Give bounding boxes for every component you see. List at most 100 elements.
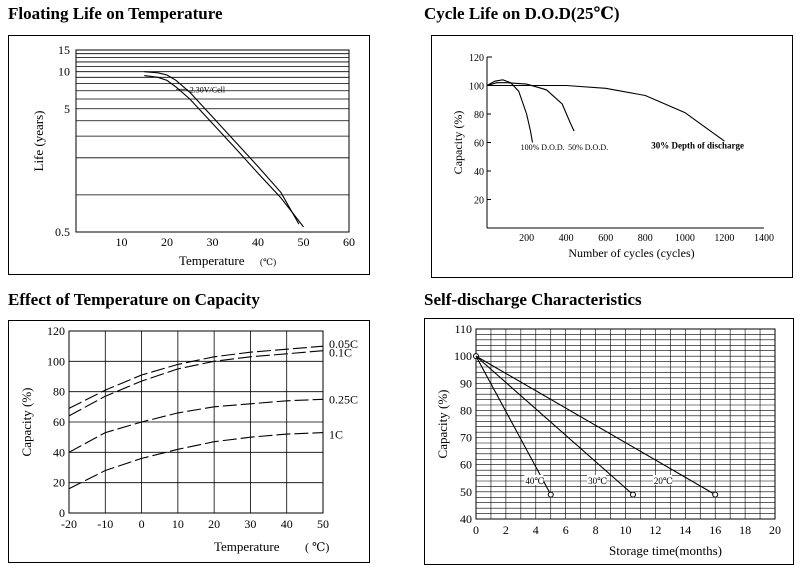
life-curve	[144, 75, 304, 228]
cycle-life-title: Cycle Life on D.O.D(25℃)	[424, 4, 620, 23]
discharge-line	[475, 355, 716, 496]
series-label: 50% D.O.D.	[568, 143, 608, 152]
capacity-curve	[68, 345, 324, 409]
capacity-curve	[68, 432, 324, 490]
x-tick-label: 10	[620, 523, 632, 537]
self-discharge-title: Self-discharge Characteristics	[424, 290, 642, 309]
x-tick-label: 20	[161, 235, 173, 249]
temperature-capacity-title: Effect of Temperature on Capacity	[8, 290, 260, 309]
y-tick-label: 20	[474, 196, 484, 207]
x-tick-label: 12	[649, 523, 661, 537]
y-tick-label: 60	[474, 139, 484, 150]
dod-curve	[486, 82, 575, 132]
x-axis-label: Number of cycles (cycles)	[568, 246, 694, 260]
y-tick-label: 80	[474, 110, 484, 121]
series-label: 30℃	[588, 476, 607, 486]
x-tick-label: 0	[473, 523, 479, 537]
x-axis-unit: (℃)	[260, 257, 276, 267]
y-axis-label: Capacity (%)	[435, 390, 450, 459]
x-tick-label: 10	[116, 235, 128, 249]
series-label-bg	[652, 475, 672, 485]
y-tick-label: 80	[53, 385, 65, 399]
x-axis-label: Temperature	[179, 253, 245, 268]
y-tick-label: 90	[460, 376, 472, 390]
y-tick-label: 20	[53, 476, 65, 490]
y-axis-label: Life (years)	[31, 111, 46, 172]
series-label: 0.25C	[329, 392, 358, 406]
capacity-curve	[68, 398, 324, 453]
temperature-capacity-panel: 0 20 40 60 80 100 120 -20 -10 0 10 20 30 40 50 0.05C 0.1…	[8, 320, 370, 563]
life-curve	[144, 71, 300, 225]
y-tick-label: 50	[460, 485, 472, 499]
end-marker	[712, 491, 719, 498]
x-tick-label: 40	[281, 517, 293, 531]
y-axis-label: Capacity (%)	[451, 111, 465, 175]
y-tick-label: 5	[64, 102, 70, 116]
capacity-curve	[68, 350, 324, 417]
end-marker	[629, 491, 636, 498]
dod-curve	[486, 79, 534, 143]
series-label-bg	[524, 475, 544, 485]
x-tick-label: 50	[298, 235, 310, 249]
series-label-bg	[587, 475, 607, 485]
x-tick-label: 2	[503, 523, 509, 537]
x-tick-label: 0	[139, 517, 145, 531]
floating-life-panel: 0.5 5 10 15 10 20 30 40 50 60 2.30V/Cell Temperatur…	[8, 35, 370, 275]
x-tick-label: 1200	[714, 233, 734, 244]
series-label: 20℃	[654, 476, 673, 486]
x-tick-label: 30	[244, 517, 256, 531]
y-tick-label: 40	[460, 512, 472, 526]
series-label: 100% D.O.D.	[521, 143, 565, 152]
y-tick-label: 120	[47, 324, 65, 338]
x-tick-label: 18	[739, 523, 751, 537]
series-label: 0.05C	[329, 337, 358, 351]
x-tick-label: 1000	[675, 233, 695, 244]
discharge-line	[475, 355, 634, 496]
temperature-capacity-chart: 0 20 40 60 80 100 120 -20 -10 0 10 20 30 40 50 0.05C0.1…	[19, 324, 358, 554]
y-tick-label: 40	[474, 167, 484, 178]
series-label: 30% Depth of discharge	[651, 140, 744, 150]
end-marker	[547, 491, 554, 498]
y-tick-label: 0.5	[55, 225, 70, 239]
y-tick-label: 80	[460, 403, 472, 417]
y-tick-label: 70	[460, 431, 472, 445]
x-tick-label: 16	[709, 523, 721, 537]
x-tick-label: 20	[769, 523, 781, 537]
series-label: 40℃	[525, 476, 544, 486]
x-tick-label: 20	[208, 517, 220, 531]
x-tick-label: 60	[343, 235, 355, 249]
y-tick-label: 40	[53, 445, 65, 459]
x-axis-label: Temperature	[214, 539, 280, 554]
x-tick-label: 8	[593, 523, 599, 537]
y-tick-label: 0	[59, 506, 65, 520]
series-label: 1C	[329, 428, 343, 442]
dod-curve	[487, 84, 725, 142]
y-tick-label: 15	[58, 43, 70, 57]
series-label: 0.1C	[329, 346, 352, 360]
self-discharge-chart: 40 50 60 70 80 90 100 110 0 2 4 6 8 10 12 14 16 18 20 40℃ 30…	[435, 322, 781, 558]
y-tick-label: 100	[47, 354, 65, 368]
cycle-life-chart: 20 40 60 80 100 120 200 400 600 800 1000 1200 1400 10…	[451, 53, 774, 260]
y-tick-label: 110	[454, 322, 472, 336]
x-tick-label: 200	[519, 233, 534, 244]
x-tick-label: 4	[533, 523, 539, 537]
x-tick-label: 10	[172, 517, 184, 531]
x-axis-unit: ( ℃)	[305, 540, 329, 554]
y-tick-label: 120	[469, 53, 484, 64]
y-tick-label: 100	[454, 349, 472, 363]
floating-life-chart: 0.5 5 10 15 10 20 30 40 50 60 2.30V/Cell Temperatur…	[31, 43, 355, 268]
y-axis-label: Capacity (%)	[19, 388, 34, 457]
x-tick-label: -10	[97, 517, 113, 531]
y-tick-label: 60	[460, 458, 472, 472]
x-tick-label: 600	[598, 233, 613, 244]
x-tick-label: 6	[563, 523, 569, 537]
x-axis-label: Storage time(months)	[609, 543, 722, 558]
cycle-life-panel: 20 40 60 80 100 120 200 400 600 800 1000 1200 1400 10…	[431, 35, 793, 278]
self-discharge-panel: 40 50 60 70 80 90 100 110 0 2 4 6 8 10 12 14 16 18 20 40℃ 30…	[424, 318, 794, 565]
y-tick-label: 100	[469, 82, 484, 93]
x-tick-label: 30	[207, 235, 219, 249]
x-tick-label: 40	[252, 235, 264, 249]
x-tick-label: 50	[317, 517, 329, 531]
x-tick-label: -20	[61, 517, 77, 531]
discharge-line	[475, 355, 552, 495]
